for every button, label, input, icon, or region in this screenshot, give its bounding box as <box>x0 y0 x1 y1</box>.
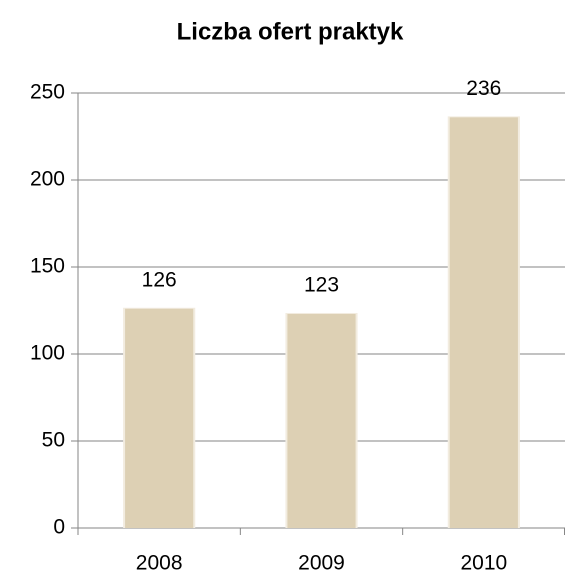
y-tick-label: 0 <box>53 516 65 539</box>
data-label: 126 <box>142 268 177 291</box>
data-label: 236 <box>466 77 501 100</box>
x-tick-label: 2009 <box>298 552 345 575</box>
x-tick-label: 2008 <box>136 552 183 575</box>
data-label: 123 <box>304 274 339 297</box>
y-tick-label: 250 <box>30 81 65 104</box>
chart-title: Liczba ofert praktyk <box>177 18 404 45</box>
x-tick-label: 2010 <box>460 552 507 575</box>
y-tick-label: 100 <box>30 342 65 365</box>
bar <box>125 308 194 528</box>
bar <box>287 313 356 528</box>
y-tick-label: 200 <box>30 168 65 191</box>
bar <box>449 117 518 529</box>
y-tick-label: 150 <box>30 255 65 278</box>
y-tick-label: 50 <box>42 429 65 452</box>
